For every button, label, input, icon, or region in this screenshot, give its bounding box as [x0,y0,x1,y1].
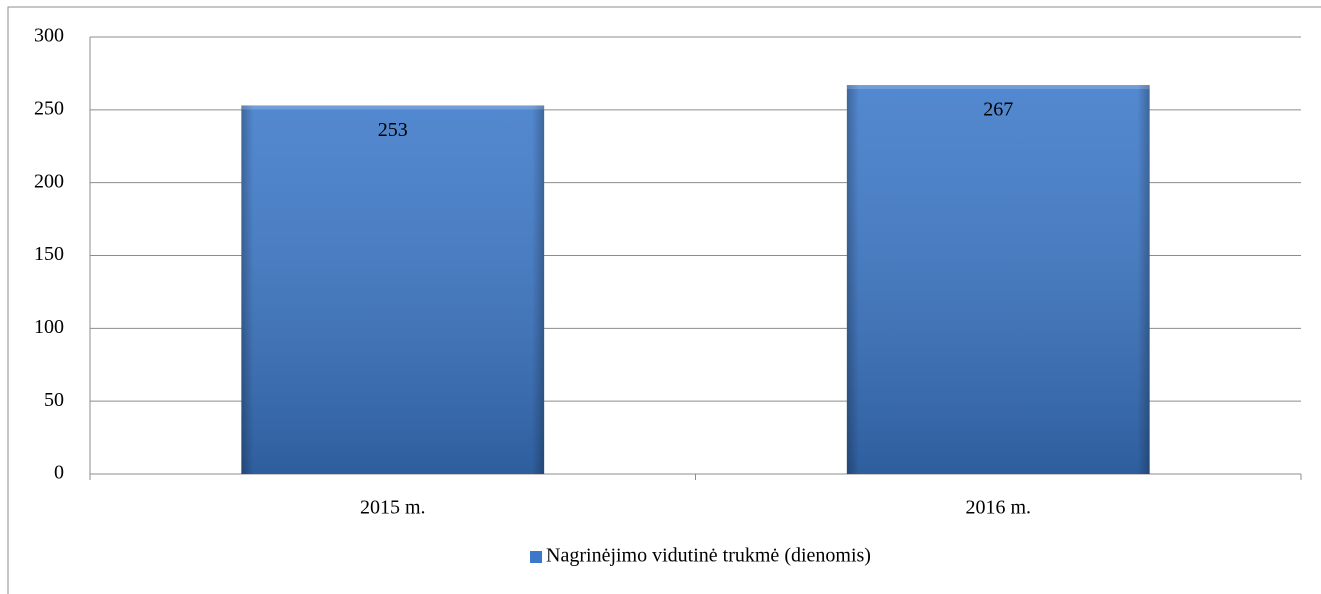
x-tick-label: 2015 m. [360,497,426,519]
y-tick-label: 0 [54,462,64,484]
y-tick-label: 300 [34,25,64,47]
x-tick-label: 2016 m. [965,497,1031,519]
data-label: 267 [983,99,1013,121]
legend-label: Nagrinėjimo vidutinė trukmė (dienomis) [546,545,871,567]
data-label: 253 [378,119,408,141]
y-tick-label: 50 [44,389,64,411]
y-tick-label: 100 [34,316,64,338]
legend-swatch [530,551,543,563]
y-tick-label: 200 [34,170,64,192]
bar-edge [241,105,545,475]
y-tick-label: 250 [34,97,64,119]
bar-edge [846,85,1150,474]
chart-frame [7,6,1321,594]
bar-cap [846,85,1150,90]
bar-cap [241,105,545,110]
y-tick-label: 150 [34,243,64,265]
